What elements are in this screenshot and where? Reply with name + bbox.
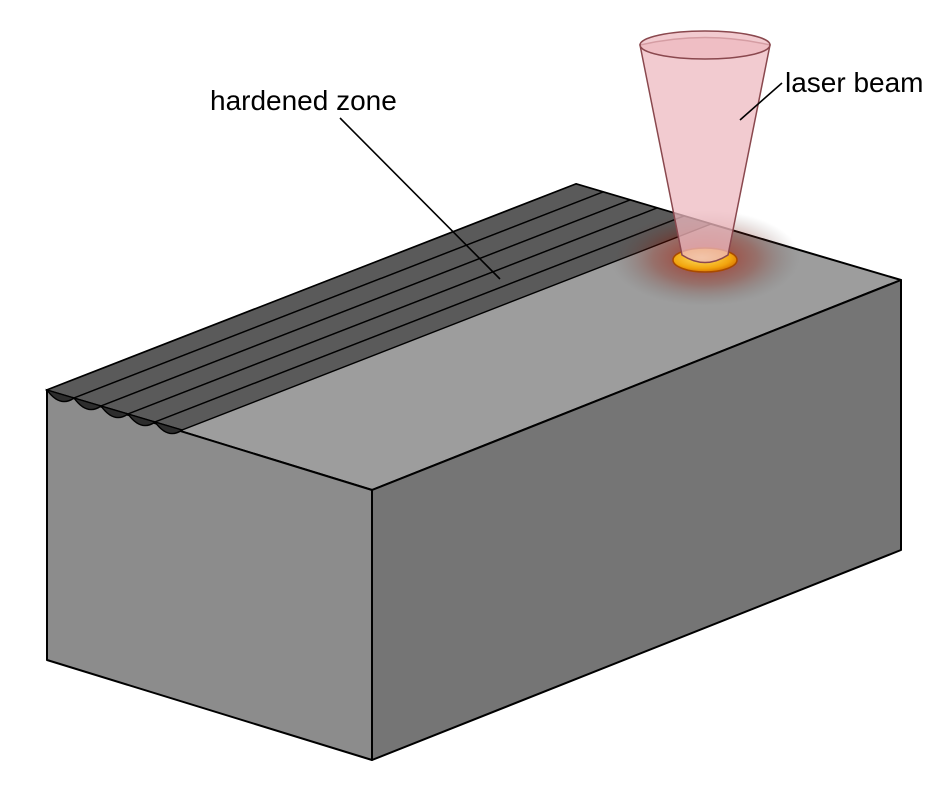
label-laser-beam: laser beam: [785, 67, 924, 98]
label-hardened-zone: hardened zone: [210, 85, 397, 116]
laser-beam-top-ellipse: [640, 31, 770, 59]
laser-hardening-diagram: hardened zone laser beam: [0, 0, 945, 802]
